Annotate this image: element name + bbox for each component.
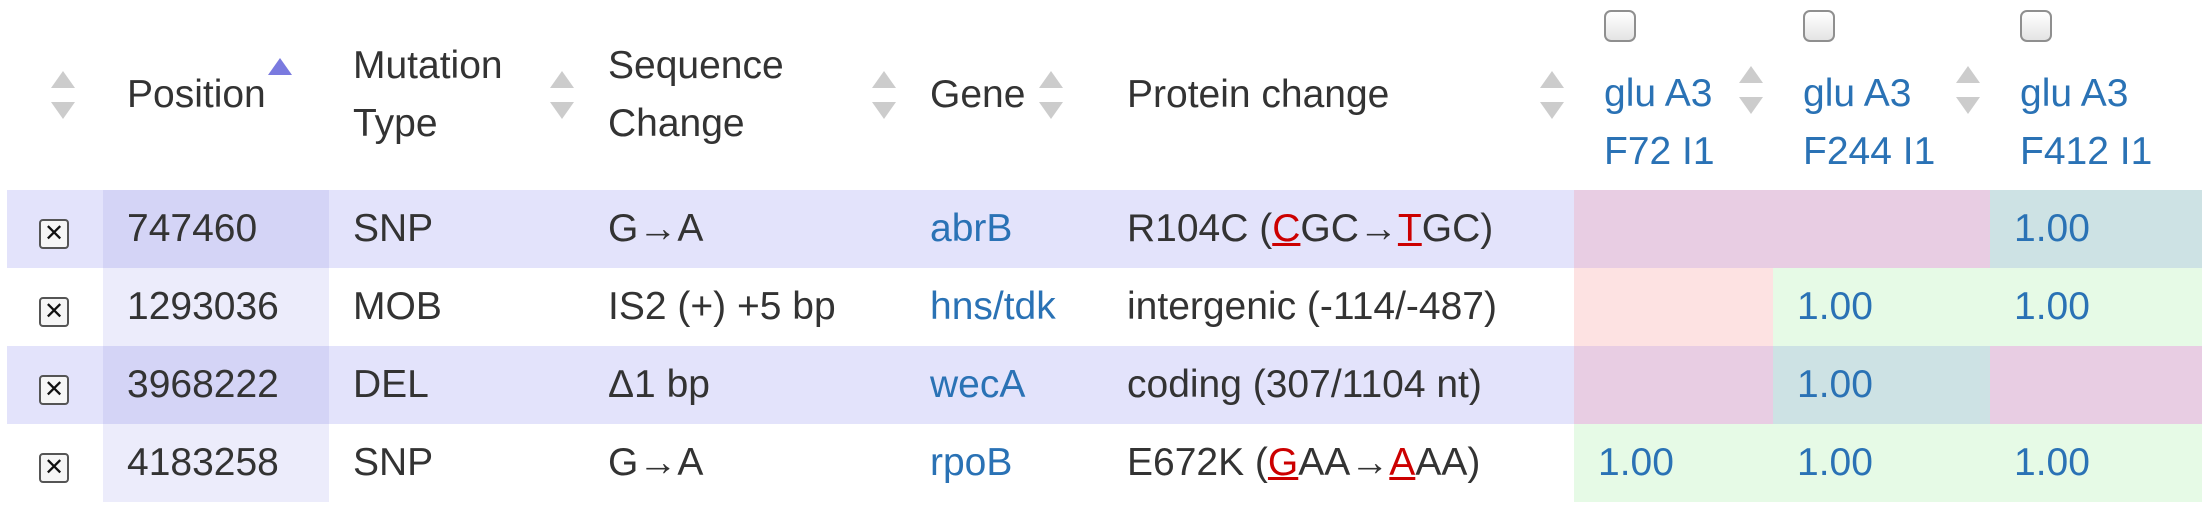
frequency-cell: 1.00 — [1773, 346, 1990, 424]
remove-icon[interactable]: ✕ — [39, 375, 69, 405]
frequency-cell — [1773, 190, 1990, 268]
sample-checkbox[interactable] — [1803, 10, 1835, 42]
sort-ascending-icon[interactable] — [267, 58, 292, 75]
remove-cell: ✕ — [7, 190, 103, 268]
gene-cell: abrB — [906, 190, 1103, 268]
gene-header-label: Gene — [930, 73, 1026, 116]
frequency-cell: 1.00 — [1990, 424, 2202, 502]
frequency-cell: 1.00 — [1773, 424, 1990, 502]
sort-icon[interactable] — [1739, 66, 1763, 114]
gene-link[interactable]: hns/tdk — [930, 285, 1056, 328]
table-row: ✕ 3968222 DEL Δ1 bp wecA coding (307/110… — [7, 346, 2202, 424]
sequence-change-cell: Δ1 bp — [584, 346, 906, 424]
remove-icon[interactable]: ✕ — [39, 453, 69, 483]
gene-link[interactable]: wecA — [930, 363, 1026, 406]
position-cell: 3968222 — [103, 346, 329, 424]
mutation-type-cell: MOB — [329, 268, 584, 346]
sequence-change-header[interactable]: Sequence Change — [584, 0, 906, 190]
position-cell: 4183258 — [103, 424, 329, 502]
protein-change-cell: intergenic (-114/-487) — [1103, 268, 1574, 346]
gene-cell: rpoB — [906, 424, 1103, 502]
protein-change-cell: coding (307/1104 nt) — [1103, 346, 1574, 424]
sample-checkbox[interactable] — [2020, 10, 2052, 42]
frequency-cell — [1574, 268, 1773, 346]
gene-link[interactable]: rpoB — [930, 441, 1013, 484]
sequence-change-header-label: Sequence Change — [608, 44, 784, 145]
protein-change-cell: R104C (CGC→TGC) — [1103, 190, 1574, 268]
sample-header-label[interactable]: glu A3 F244 I1 — [1803, 72, 1936, 173]
frequency-cell: 1.00 — [1990, 190, 2202, 268]
position-header-label: Position — [127, 73, 266, 116]
protein-change-cell: E672K (GAA→AAA) — [1103, 424, 1574, 502]
sample-checkbox[interactable] — [1604, 10, 1636, 42]
sort-icon[interactable] — [550, 71, 574, 119]
mutation-type-cell: SNP — [329, 424, 584, 502]
remove-icon[interactable]: ✕ — [39, 219, 69, 249]
sequence-change-cell: IS2 (+) +5 bp — [584, 268, 906, 346]
table-row: ✕ 4183258 SNP G→A rpoB E672K (GAA→AAA) 1… — [7, 424, 2202, 502]
mutation-type-header-label: Mutation Type — [353, 44, 503, 145]
frequency-cell — [1990, 346, 2202, 424]
remove-icon[interactable]: ✕ — [39, 297, 69, 327]
frequency-cell — [1574, 190, 1773, 268]
table-row: ✕ 1293036 MOB IS2 (+) +5 bp hns/tdk inte… — [7, 268, 2202, 346]
sort-icon[interactable] — [1956, 66, 1980, 114]
mutation-table: Position Mutation Type Sequence Change Gen… — [7, 0, 2202, 502]
position-cell: 1293036 — [103, 268, 329, 346]
sort-icon[interactable] — [1540, 71, 1564, 119]
header-row: Position Mutation Type Sequence Change Gen… — [7, 0, 2202, 190]
sample-header-label[interactable]: glu A3 F72 I1 — [1604, 72, 1715, 173]
sequence-change-cell: G→A — [584, 424, 906, 502]
gene-link[interactable]: abrB — [930, 207, 1013, 250]
gene-cell: wecA — [906, 346, 1103, 424]
protein-change-header[interactable]: Protein change — [1103, 0, 1574, 190]
frequency-cell: 1.00 — [1990, 268, 2202, 346]
frequency-cell — [1574, 346, 1773, 424]
sample-header-label[interactable]: glu A3 F412 I1 — [2020, 72, 2153, 173]
position-cell: 747460 — [103, 190, 329, 268]
remove-cell: ✕ — [7, 424, 103, 502]
position-header[interactable]: Position — [103, 0, 329, 190]
sort-icon[interactable] — [872, 71, 896, 119]
sample-header-3[interactable]: glu A3 F412 I1 — [1990, 0, 2202, 190]
remove-cell: ✕ — [7, 346, 103, 424]
protein-change-header-label: Protein change — [1127, 73, 1390, 116]
gene-header[interactable]: Gene — [906, 0, 1103, 190]
gene-cell: hns/tdk — [906, 268, 1103, 346]
sequence-change-cell: G→A — [584, 190, 906, 268]
table-row: ✕ 747460 SNP G→A abrB R104C (CGC→TGC) 1.… — [7, 190, 2202, 268]
frequency-cell: 1.00 — [1574, 424, 1773, 502]
sample-header-2[interactable]: glu A3 F244 I1 — [1773, 0, 1990, 190]
mutation-type-header[interactable]: Mutation Type — [329, 0, 584, 190]
remove-column-header[interactable] — [7, 0, 103, 190]
frequency-cell: 1.00 — [1773, 268, 1990, 346]
sort-icon[interactable] — [51, 71, 75, 119]
remove-cell: ✕ — [7, 268, 103, 346]
sample-header-1[interactable]: glu A3 F72 I1 — [1574, 0, 1773, 190]
sort-icon[interactable] — [1039, 71, 1063, 119]
mutation-type-cell: DEL — [329, 346, 584, 424]
mutation-type-cell: SNP — [329, 190, 584, 268]
